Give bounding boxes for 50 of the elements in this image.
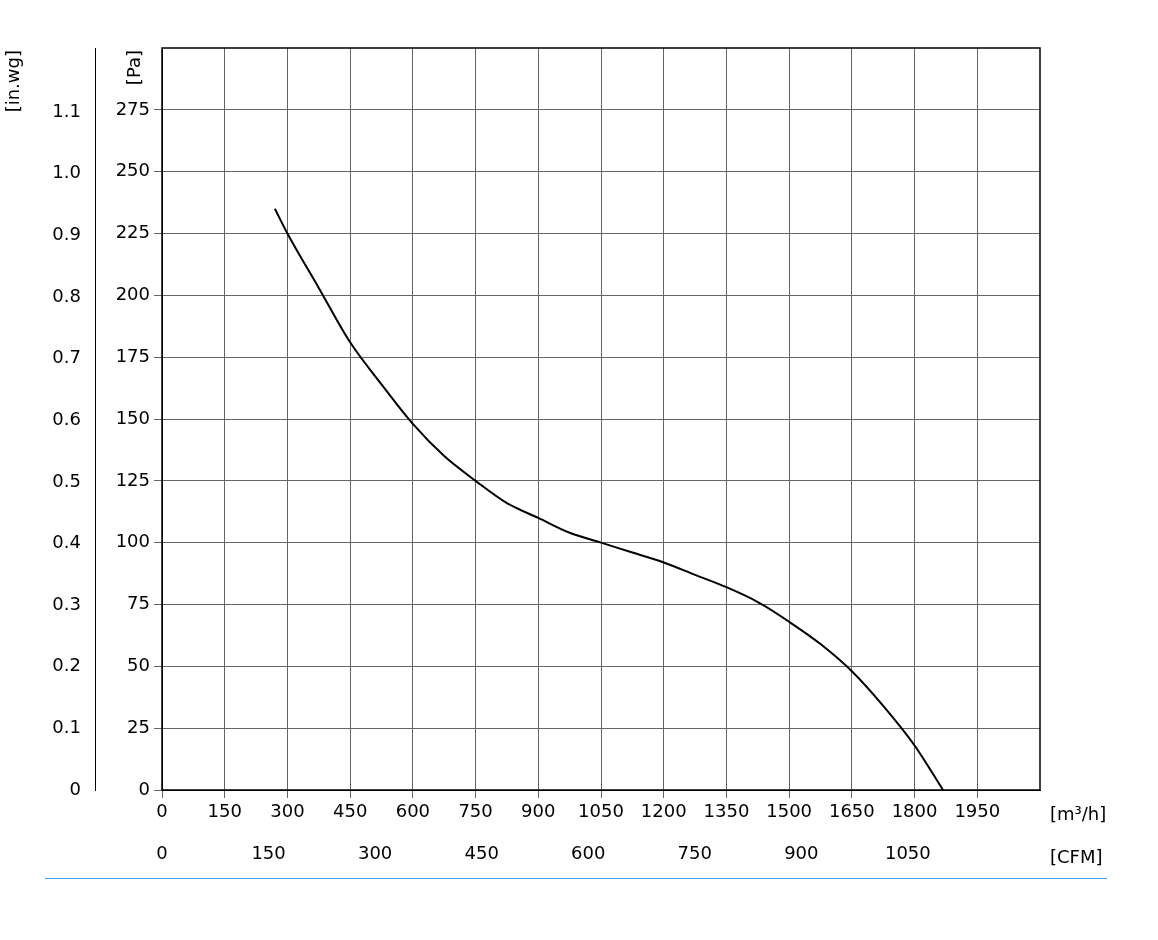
x2-tick-label: 600 — [571, 842, 606, 864]
y2-tick-label: 0.4 — [52, 531, 81, 553]
x-tick-label: 1200 — [640, 800, 687, 822]
y-tick-label: 100 — [115, 530, 150, 552]
x-tick-label: 1650 — [828, 800, 875, 822]
x2-tick-label: 750 — [677, 842, 712, 864]
x2-tick-label: 1050 — [884, 842, 931, 864]
x-tick-label: 150 — [207, 800, 242, 822]
y2-tick-label: 1.0 — [52, 161, 81, 183]
x-tick-label: 1050 — [578, 800, 624, 822]
x-tick-label: 1800 — [891, 800, 938, 822]
y2-axis-title: [in.wg] — [1, 50, 23, 113]
x-tick-label: 450 — [332, 800, 368, 822]
y2-tick-label: 0 — [69, 777, 81, 799]
y2-tick-label: 0.1 — [52, 716, 81, 738]
y2-tick-label: 0.3 — [52, 592, 81, 614]
x-tick-label: 0 — [156, 800, 168, 822]
y-tick-label: 0 — [138, 777, 150, 799]
y-tick-label: 125 — [115, 468, 150, 490]
y-tick-label: 25 — [127, 715, 150, 737]
y2-tick-label: 0.2 — [52, 654, 81, 676]
y-tick-label: 250 — [115, 159, 150, 181]
y-tick-label: 175 — [115, 344, 150, 366]
y-tick-label: 75 — [127, 592, 150, 614]
x-tick-label: 300 — [270, 800, 305, 822]
x-tick-label: 900 — [521, 800, 556, 822]
y2-tick-label: 0.8 — [52, 284, 81, 306]
x-tick-label: 600 — [395, 800, 431, 822]
x2-tick-label: 150 — [251, 842, 286, 864]
y-axis-title: [Pa] — [122, 50, 144, 86]
x2-tick-label: 300 — [357, 842, 393, 864]
x-tick-label: 750 — [458, 800, 493, 822]
y-tick-label: 150 — [115, 406, 150, 428]
y2-tick-label: 1.1 — [52, 99, 81, 121]
y-tick-label: 200 — [115, 283, 150, 305]
x2-tick-label: 450 — [464, 842, 499, 864]
y-tick-label: 275 — [115, 97, 150, 119]
x-tick-label: 1950 — [954, 800, 1001, 822]
x2-tick-label: 0 — [156, 842, 168, 864]
y2-tick-label: 0.6 — [52, 407, 81, 429]
x-axis-title: [m³/h] — [1050, 802, 1107, 824]
y-tick-label: 225 — [115, 221, 150, 243]
x-tick-label: 1500 — [766, 800, 813, 822]
y-tick-label: 50 — [127, 654, 150, 676]
y2-tick-label: 0.7 — [52, 346, 81, 368]
x-tick-label: 1350 — [703, 800, 750, 822]
y2-tick-label: 0.5 — [52, 469, 81, 491]
x2-tick-label: 900 — [784, 842, 819, 864]
x2-axis-title: [CFM] — [1050, 845, 1103, 867]
y2-tick-label: 0.9 — [52, 223, 81, 245]
